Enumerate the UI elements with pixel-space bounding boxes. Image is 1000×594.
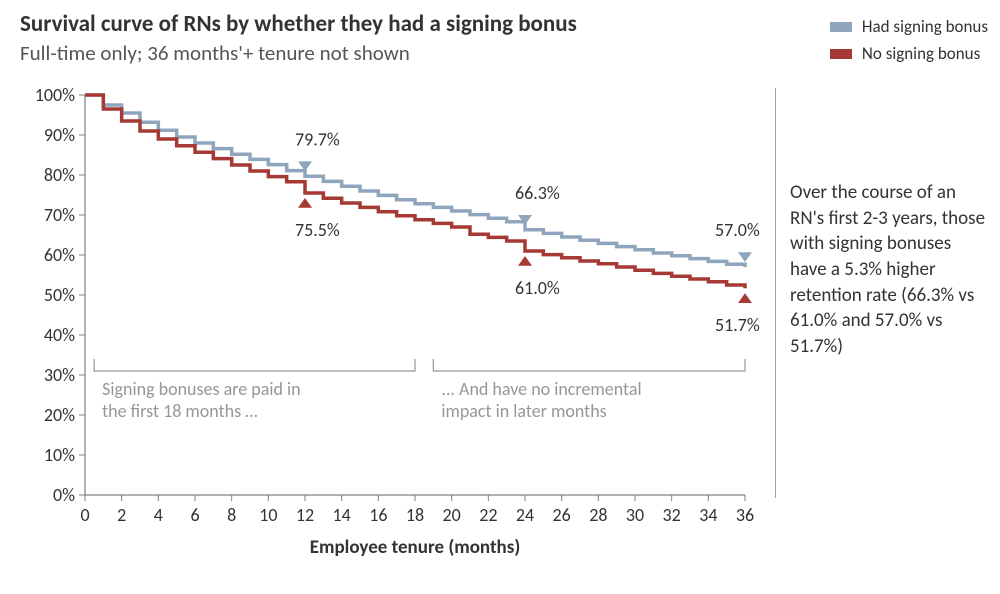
svg-text:14: 14 xyxy=(333,504,351,526)
svg-text:6: 6 xyxy=(190,504,199,526)
svg-text:22: 22 xyxy=(479,504,497,526)
svg-text:16: 16 xyxy=(369,504,387,526)
svg-text:34: 34 xyxy=(699,504,717,526)
svg-text:79.7%: 79.7% xyxy=(295,128,340,150)
chart-svg: 0%10%20%30%40%50%60%70%80%90%100%0246810… xyxy=(20,85,760,565)
svg-text:4: 4 xyxy=(154,504,163,526)
chart-title: Survival curve of RNs by whether they ha… xyxy=(20,10,577,38)
svg-text:18: 18 xyxy=(406,504,424,526)
svg-text:20: 20 xyxy=(443,504,461,526)
svg-text:60%: 60% xyxy=(44,244,75,266)
svg-text:90%: 90% xyxy=(44,124,75,146)
side-annotation: Over the course of an RN's first 2-3 yea… xyxy=(790,180,990,359)
svg-text:20%: 20% xyxy=(44,404,75,426)
svg-text:0: 0 xyxy=(80,504,89,526)
svg-text:Signing bonuses are paid in: Signing bonuses are paid in xyxy=(102,378,300,400)
svg-text:40%: 40% xyxy=(44,324,75,346)
svg-text:12: 12 xyxy=(296,504,314,526)
svg-text:30: 30 xyxy=(626,504,644,526)
legend-item-had-bonus: Had signing bonus xyxy=(830,16,988,37)
svg-text:8: 8 xyxy=(227,504,236,526)
svg-text:36: 36 xyxy=(736,504,754,526)
svg-text:26: 26 xyxy=(553,504,571,526)
svg-text:50%: 50% xyxy=(44,284,75,306)
svg-text:61.0%: 61.0% xyxy=(515,277,560,299)
svg-text:... And have no incremental: ... And have no incremental xyxy=(441,378,641,400)
legend: Had signing bonus No signing bonus xyxy=(830,16,988,70)
legend-label-no-bonus: No signing bonus xyxy=(862,43,980,64)
svg-text:70%: 70% xyxy=(44,204,75,226)
survival-chart: 0%10%20%30%40%50%60%70%80%90%100%0246810… xyxy=(20,85,760,565)
svg-text:Employee tenure (months): Employee tenure (months) xyxy=(310,536,521,559)
svg-text:100%: 100% xyxy=(35,85,75,106)
legend-swatch-had-bonus xyxy=(830,22,852,32)
svg-text:2: 2 xyxy=(117,504,126,526)
svg-text:75.5%: 75.5% xyxy=(295,219,340,241)
svg-text:10%: 10% xyxy=(44,444,75,466)
svg-text:0%: 0% xyxy=(53,484,75,506)
svg-text:66.3%: 66.3% xyxy=(515,182,560,204)
chart-subtitle: Full-time only; 36 months'+ tenure not s… xyxy=(20,40,410,66)
svg-text:80%: 80% xyxy=(44,164,75,186)
legend-label-had-bonus: Had signing bonus xyxy=(862,16,988,37)
svg-text:51.7%: 51.7% xyxy=(715,314,760,336)
svg-text:28: 28 xyxy=(589,504,607,526)
svg-text:24: 24 xyxy=(516,504,534,526)
legend-swatch-no-bonus xyxy=(830,49,852,59)
legend-item-no-bonus: No signing bonus xyxy=(830,43,988,64)
svg-text:57.0%: 57.0% xyxy=(715,219,760,241)
svg-text:30%: 30% xyxy=(44,364,75,386)
svg-text:the first 18 months …: the first 18 months … xyxy=(102,400,257,422)
vertical-divider xyxy=(775,88,776,498)
svg-text:32: 32 xyxy=(663,504,681,526)
svg-text:impact in later months: impact in later months xyxy=(441,400,606,422)
svg-text:10: 10 xyxy=(259,504,277,526)
